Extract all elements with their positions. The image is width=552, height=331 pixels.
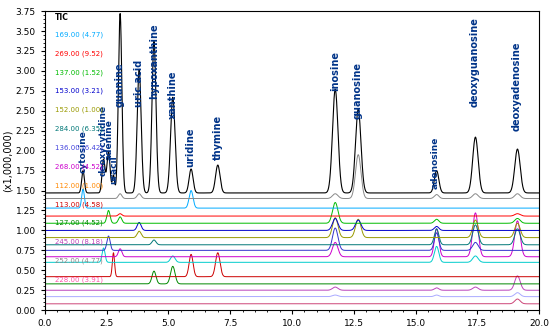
- Text: adenosine: adenosine: [431, 137, 440, 189]
- Text: 284.00 (6.35): 284.00 (6.35): [55, 126, 103, 132]
- Text: 252.00 (4.77): 252.00 (4.77): [55, 258, 102, 264]
- Text: cytosine: cytosine: [78, 130, 88, 173]
- Text: 269.00 (9.52): 269.00 (9.52): [55, 50, 103, 57]
- Text: hypoxanthine: hypoxanthine: [149, 23, 159, 99]
- Text: deoxyguanosine: deoxyguanosine: [470, 17, 480, 107]
- Text: inosine: inosine: [330, 51, 340, 91]
- Text: 268.00 (4.52): 268.00 (4.52): [55, 163, 102, 170]
- Text: guanine: guanine: [115, 62, 125, 107]
- Text: uric acid: uric acid: [134, 60, 144, 107]
- Text: guanosine: guanosine: [353, 62, 363, 119]
- Text: 112.00 (1.00): 112.00 (1.00): [55, 182, 103, 189]
- Text: thymine: thymine: [213, 115, 223, 160]
- Text: uracil: uracil: [109, 156, 119, 184]
- Text: uridine: uridine: [185, 127, 195, 166]
- Text: 137.00 (1.52): 137.00 (1.52): [55, 69, 103, 75]
- Text: 152.00 (1.00): 152.00 (1.00): [55, 107, 103, 113]
- Text: deoxyadenosine: deoxyadenosine: [512, 41, 522, 131]
- Text: 228.00 (3.91): 228.00 (3.91): [55, 276, 103, 283]
- Text: xanthine: xanthine: [168, 70, 178, 119]
- Text: 169.00 (4.77): 169.00 (4.77): [55, 31, 103, 38]
- Text: deoxycytidine: deoxycytidine: [99, 105, 108, 176]
- Text: 153.00 (3.21): 153.00 (3.21): [55, 88, 103, 94]
- Text: adenine: adenine: [104, 119, 114, 160]
- Text: 136.00 (6.42): 136.00 (6.42): [55, 145, 103, 151]
- Y-axis label: (x1,000,000): (x1,000,000): [3, 129, 13, 192]
- Text: 113.00 (4.58): 113.00 (4.58): [55, 201, 103, 208]
- Text: TIC: TIC: [55, 13, 68, 22]
- Text: 127.00 (4.52): 127.00 (4.52): [55, 220, 102, 226]
- Text: 245.00 (8.18): 245.00 (8.18): [55, 239, 103, 245]
